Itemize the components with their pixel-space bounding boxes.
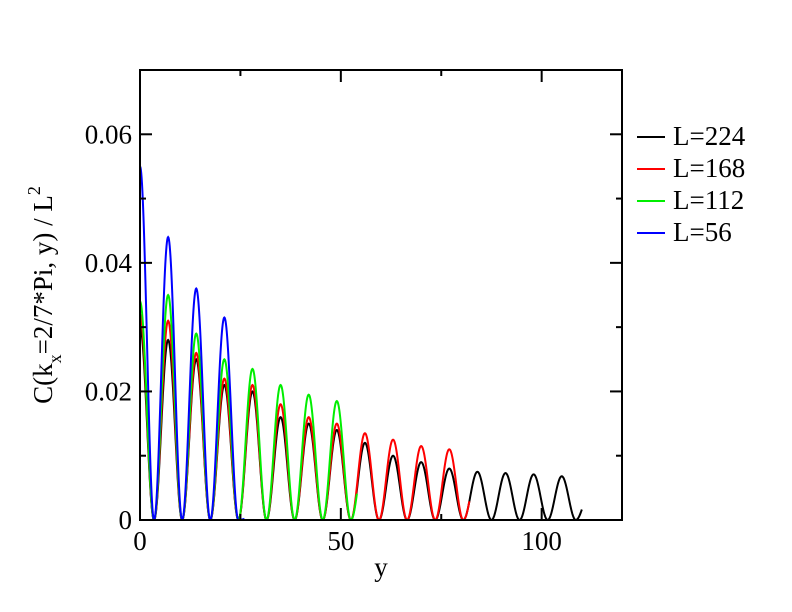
plot-frame (139, 69, 623, 521)
x-tick-label: 0 (133, 526, 147, 556)
legend-label: L=168 (673, 153, 745, 183)
y-axis-title: C(kx=2/7*Pi, y) / L2 (24, 186, 65, 404)
y-tick-label: 0.02 (85, 376, 132, 406)
y-tick-label: 0.06 (85, 119, 132, 149)
series-layer (140, 165, 583, 520)
x-axis-title: y (374, 552, 388, 582)
y-tick-label: 0.04 (85, 248, 133, 278)
x-tick-label: 100 (521, 526, 562, 556)
legend-label: L=112 (673, 185, 744, 215)
ticks-layer: 0 50 100 0 0.02 0.04 0.06 (85, 70, 622, 556)
legend-label: L=56 (673, 217, 732, 247)
x-tick-label: 50 (327, 526, 354, 556)
series-line-l-168 (140, 313, 471, 520)
series-line-l-56 (140, 165, 245, 520)
legend-label: L=224 (673, 121, 746, 151)
y-tick-label: 0 (119, 505, 133, 535)
